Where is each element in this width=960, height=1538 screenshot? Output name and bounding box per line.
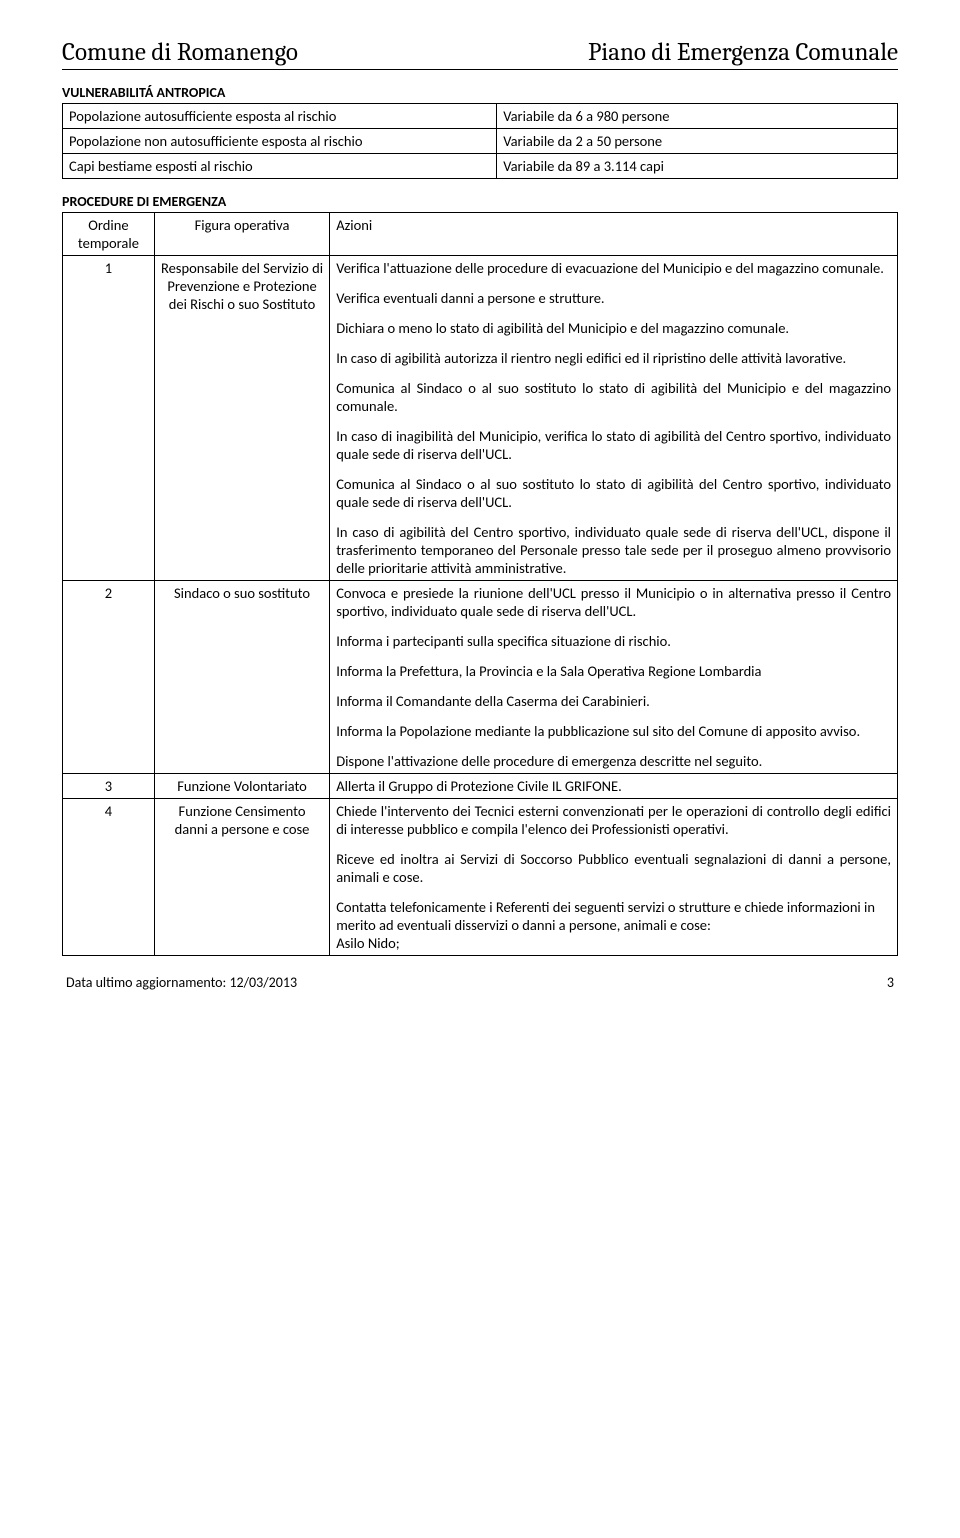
proc-figure: Sindaco o suo sostituto xyxy=(154,581,329,774)
action-paragraph: Dichiara o meno lo stato di agibilità de… xyxy=(336,319,891,337)
action-paragraph: Convoca e presiede la riunione dell'UCL … xyxy=(336,584,891,620)
action-paragraph: Riceve ed inoltra ai Servizi di Soccorso… xyxy=(336,850,891,886)
table-row: Popolazione autosufficiente esposta al r… xyxy=(63,104,898,129)
action-paragraph: Informa la Prefettura, la Provincia e la… xyxy=(336,662,891,680)
vuln-value: Variabile da 2 a 50 persone xyxy=(497,129,898,154)
proc-order: 4 xyxy=(63,799,155,956)
vulnerability-heading: VULNERABILITÁ ANTROPICA xyxy=(62,84,898,101)
vuln-value: Variabile da 89 a 3.114 capi xyxy=(497,154,898,179)
proc-actions: Verifica l'attuazione delle procedure di… xyxy=(330,256,898,581)
page-footer: Data ultimo aggiornamento: 12/03/2013 3 xyxy=(62,974,898,991)
table-row: 2 Sindaco o suo sostituto Convoca e pres… xyxy=(63,581,898,774)
proc-figure: Funzione Censimento danni a persone e co… xyxy=(154,799,329,956)
proc-actions: Chiede l'intervento dei Tecnici esterni … xyxy=(330,799,898,956)
action-paragraph: Informa il Comandante della Caserma dei … xyxy=(336,692,891,710)
action-paragraph: Comunica al Sindaco o al suo sostituto l… xyxy=(336,379,891,415)
header-municipality: Comune di Romanengo xyxy=(62,38,298,67)
action-paragraph: Dispone l'attivazione delle procedure di… xyxy=(336,752,891,770)
col-header-actions: Azioni xyxy=(330,213,898,256)
proc-figure: Responsabile del Servizio di Prevenzione… xyxy=(154,256,329,581)
action-paragraph: Allerta il Gruppo di Protezione Civile I… xyxy=(336,777,891,795)
action-paragraph: In caso di agibilità del Centro sportivo… xyxy=(336,523,891,577)
proc-order: 3 xyxy=(63,774,155,799)
proc-actions: Convoca e presiede la riunione dell'UCL … xyxy=(330,581,898,774)
vuln-value: Variabile da 6 a 980 persone xyxy=(497,104,898,129)
footer-date: Data ultimo aggiornamento: 12/03/2013 xyxy=(66,974,297,991)
procedures-table: Ordine temporale Figura operativa Azioni… xyxy=(62,212,898,956)
proc-order: 2 xyxy=(63,581,155,774)
table-row: Popolazione non autosufficiente esposta … xyxy=(63,129,898,154)
table-row: Capi bestiame esposti al rischio Variabi… xyxy=(63,154,898,179)
table-row: 3 Funzione Volontariato Allerta il Grupp… xyxy=(63,774,898,799)
proc-figure: Funzione Volontariato xyxy=(154,774,329,799)
vulnerability-table: Popolazione autosufficiente esposta al r… xyxy=(62,103,898,179)
col-header-order: Ordine temporale xyxy=(63,213,155,256)
action-paragraph: Informa la Popolazione mediante la pubbl… xyxy=(336,722,891,740)
header-plan-title: Piano di Emergenza Comunale xyxy=(588,38,898,67)
action-paragraph: In caso di inagibilità del Municipio, ve… xyxy=(336,427,891,463)
vuln-label: Capi bestiame esposti al rischio xyxy=(63,154,497,179)
footer-page-number: 3 xyxy=(887,974,894,991)
page-header: Comune di Romanengo Piano di Emergenza C… xyxy=(62,38,898,70)
vuln-label: Popolazione non autosufficiente esposta … xyxy=(63,129,497,154)
action-paragraph: Chiede l'intervento dei Tecnici esterni … xyxy=(336,802,891,838)
action-paragraph: In caso di agibilità autorizza il rientr… xyxy=(336,349,891,367)
action-paragraph: Verifica eventuali danni a persone e str… xyxy=(336,289,891,307)
action-paragraph: Informa i partecipanti sulla specifica s… xyxy=(336,632,891,650)
proc-order: 1 xyxy=(63,256,155,581)
procedures-heading: PROCEDURE DI EMERGENZA xyxy=(62,193,898,210)
action-paragraph: Comunica al Sindaco o al suo sostituto l… xyxy=(336,475,891,511)
vuln-label: Popolazione autosufficiente esposta al r… xyxy=(63,104,497,129)
table-row: 4 Funzione Censimento danni a persone e … xyxy=(63,799,898,956)
action-paragraph: Contatta telefonicamente i Referenti dei… xyxy=(336,898,891,952)
proc-actions: Allerta il Gruppo di Protezione Civile I… xyxy=(330,774,898,799)
table-row: 1 Responsabile del Servizio di Prevenzio… xyxy=(63,256,898,581)
table-header-row: Ordine temporale Figura operativa Azioni xyxy=(63,213,898,256)
action-paragraph: Verifica l'attuazione delle procedure di… xyxy=(336,259,891,277)
col-header-figure: Figura operativa xyxy=(154,213,329,256)
